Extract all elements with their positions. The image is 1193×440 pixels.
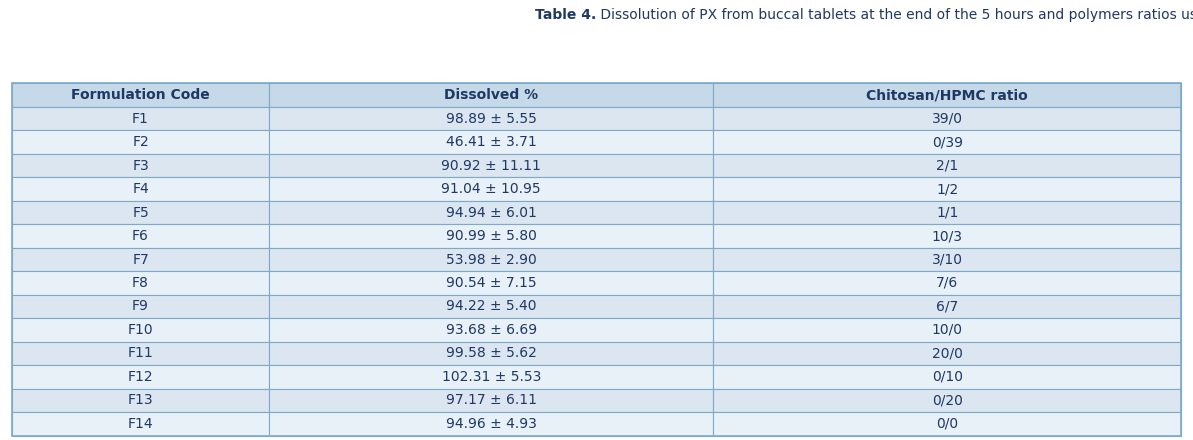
Bar [12, 84, 1181, 436]
Text: F3: F3 [132, 158, 149, 172]
Bar [713, 248, 1181, 271]
Text: 10/3: 10/3 [932, 229, 963, 243]
Text: 7/6: 7/6 [937, 276, 958, 290]
Text: 94.22 ± 5.40: 94.22 ± 5.40 [446, 300, 537, 313]
Text: F7: F7 [132, 253, 149, 267]
Text: 10/0: 10/0 [932, 323, 963, 337]
Text: 98.89 ± 5.55: 98.89 ± 5.55 [446, 112, 537, 126]
Bar [713, 84, 1181, 107]
Text: F5: F5 [132, 205, 149, 220]
Bar [270, 224, 713, 248]
Bar [713, 365, 1181, 389]
Text: 94.94 ± 6.01: 94.94 ± 6.01 [446, 205, 537, 220]
Text: 53.98 ± 2.90: 53.98 ± 2.90 [446, 253, 537, 267]
Text: 2/1: 2/1 [937, 158, 958, 172]
Bar [270, 107, 713, 130]
Text: 1/1: 1/1 [937, 205, 958, 220]
Text: 0/39: 0/39 [932, 135, 963, 149]
Text: 102.31 ± 5.53: 102.31 ± 5.53 [441, 370, 540, 384]
Text: F13: F13 [128, 393, 154, 407]
Text: 93.68 ± 6.69: 93.68 ± 6.69 [446, 323, 537, 337]
Bar [713, 295, 1181, 318]
Text: F4: F4 [132, 182, 149, 196]
Bar [12, 318, 270, 342]
Text: 6/7: 6/7 [937, 300, 958, 313]
Text: 0/0: 0/0 [937, 417, 958, 431]
Bar [713, 412, 1181, 436]
Text: 90.92 ± 11.11: 90.92 ± 11.11 [441, 158, 542, 172]
Bar [270, 271, 713, 295]
Text: F14: F14 [128, 417, 154, 431]
Text: 0/20: 0/20 [932, 393, 963, 407]
Bar [713, 224, 1181, 248]
Text: 90.54 ± 7.15: 90.54 ± 7.15 [446, 276, 537, 290]
Bar [270, 295, 713, 318]
Bar [270, 389, 713, 412]
Bar [12, 365, 270, 389]
Bar [12, 412, 270, 436]
Text: Table 4.: Table 4. [536, 8, 596, 22]
Bar [270, 318, 713, 342]
Bar [12, 130, 270, 154]
Text: 97.17 ± 6.11: 97.17 ± 6.11 [446, 393, 537, 407]
Text: F6: F6 [132, 229, 149, 243]
Bar [713, 130, 1181, 154]
Bar [12, 389, 270, 412]
Bar [713, 107, 1181, 130]
Bar [713, 271, 1181, 295]
Text: Formulation Code: Formulation Code [72, 88, 210, 102]
Bar [713, 177, 1181, 201]
Bar [12, 107, 270, 130]
Bar [12, 248, 270, 271]
Text: F12: F12 [128, 370, 154, 384]
Bar [270, 201, 713, 224]
Bar [270, 154, 713, 177]
Bar [713, 389, 1181, 412]
Bar [270, 84, 713, 107]
Bar [12, 295, 270, 318]
Text: 20/0: 20/0 [932, 346, 963, 360]
Bar [12, 224, 270, 248]
Bar [270, 248, 713, 271]
Bar [12, 271, 270, 295]
Text: 94.96 ± 4.93: 94.96 ± 4.93 [446, 417, 537, 431]
Bar [270, 130, 713, 154]
Text: F11: F11 [128, 346, 154, 360]
Bar [713, 201, 1181, 224]
Bar [12, 177, 270, 201]
Text: Chitosan/HPMC ratio: Chitosan/HPMC ratio [866, 88, 1028, 102]
Bar [713, 318, 1181, 342]
Text: 90.99 ± 5.80: 90.99 ± 5.80 [446, 229, 537, 243]
Text: Dissolved %: Dissolved % [444, 88, 538, 102]
Bar [12, 154, 270, 177]
Text: F9: F9 [132, 300, 149, 313]
Text: 3/10: 3/10 [932, 253, 963, 267]
Bar [270, 365, 713, 389]
Text: 46.41 ± 3.71: 46.41 ± 3.71 [446, 135, 537, 149]
Text: 99.58 ± 5.62: 99.58 ± 5.62 [446, 346, 537, 360]
Text: F1: F1 [132, 112, 149, 126]
Bar [12, 342, 270, 365]
Bar [713, 154, 1181, 177]
Text: 1/2: 1/2 [937, 182, 958, 196]
Bar [713, 342, 1181, 365]
Bar [270, 177, 713, 201]
Text: F2: F2 [132, 135, 149, 149]
Text: 91.04 ± 10.95: 91.04 ± 10.95 [441, 182, 542, 196]
Bar [12, 201, 270, 224]
Bar [270, 342, 713, 365]
Text: Dissolution of PX from buccal tablets at the end of the 5 hours and polymers rat: Dissolution of PX from buccal tablets at… [596, 8, 1193, 22]
Text: F8: F8 [132, 276, 149, 290]
Bar [12, 84, 270, 107]
Bar [270, 412, 713, 436]
Text: 0/10: 0/10 [932, 370, 963, 384]
Text: 39/0: 39/0 [932, 112, 963, 126]
Text: F10: F10 [128, 323, 154, 337]
